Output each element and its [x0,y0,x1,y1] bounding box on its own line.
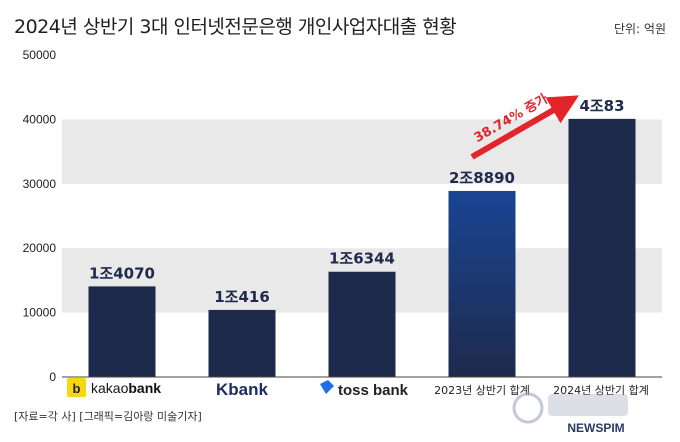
category-label-2023: 2023년 상반기 합계 [434,384,530,397]
y-axis: 0 10000 20000 30000 40000 50000 [23,48,57,384]
kbank-logo: Kbank [216,380,269,399]
kakaobank-logo-mark [67,378,86,397]
bar [328,271,396,377]
source-credit: [자료=각 사] [그래픽=김아랑 미술기자] [14,410,202,423]
kakaobank-logo: b kakaobank [67,378,161,397]
bar-value-label: 2조8890 [449,169,515,187]
watermark-text: NEWSPIM [567,421,624,435]
bar [568,118,636,377]
y-tick-label: 30000 [23,177,57,191]
bar-value-label: 4조83 [579,97,624,115]
y-tick-label: 50000 [23,48,57,62]
y-tick-label: 0 [49,370,56,384]
category-label-kbank: Kbank [216,380,269,399]
data-labels: 1조4070 1조416 1조6344 2조8890 4조83 [89,97,625,306]
category-label-tossbank: toss bank [338,382,409,399]
category-label-2024: 2024년 상반기 합계 [553,384,649,397]
bar [448,190,516,377]
watermark-emblem [512,392,544,424]
y-tick-label: 40000 [23,112,57,126]
unit-label: 단위: 억원 [613,22,666,36]
tossbank-logo: toss bank [320,380,409,399]
grid-band [62,119,662,184]
bar [208,309,276,377]
watermark-band [548,394,628,416]
bar-value-label: 1조416 [214,288,270,306]
chart-title: 2024년 상반기 3대 인터넷전문은행 개인사업자대출 현황 [14,16,457,38]
bar-value-label: 1조6344 [329,250,395,268]
bars [88,118,636,377]
y-tick-label: 20000 [23,241,57,255]
category-label-kakaobank: kakaobank [91,380,161,396]
toss-logo-mark [320,380,334,394]
increase-arrow-line [470,95,580,160]
bar [88,286,156,377]
bar-value-label: 1조4070 [89,264,155,282]
y-tick-label: 10000 [23,306,57,320]
kakaobank-logo-glyph: b [73,381,81,396]
newspim-watermark: NEWSPIM [512,392,628,435]
